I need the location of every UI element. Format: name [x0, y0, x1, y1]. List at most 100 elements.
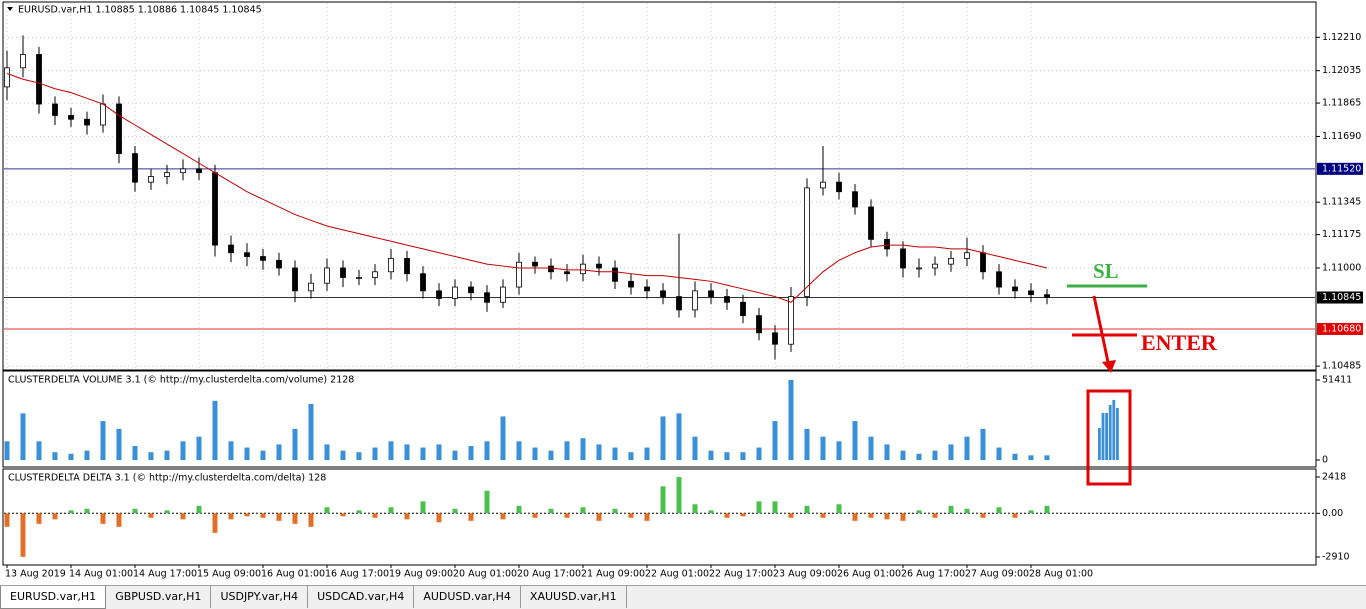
candle-body: [980, 252, 986, 273]
bar: [676, 477, 682, 514]
bar: [788, 513, 794, 518]
bar: [772, 501, 778, 514]
chart-title: EURUSD.var,H1 1.10885 1.10886 1.10845 1.…: [18, 5, 262, 16]
candle-body: [212, 172, 218, 246]
sketch-bar: [1098, 428, 1101, 460]
bar: [228, 441, 234, 460]
sketch-bar: [1105, 413, 1108, 460]
bar: [852, 513, 858, 521]
candle-body: [996, 271, 1002, 288]
bar: [660, 486, 666, 514]
candle-body: [180, 168, 186, 174]
bar: [372, 447, 378, 460]
bar: [820, 513, 826, 518]
bar: [148, 513, 154, 518]
level-label-box: [1317, 291, 1363, 304]
bar: [916, 453, 922, 460]
y-tick-label: 51411: [1322, 374, 1352, 385]
annotations: SL ENTER: [1067, 259, 1218, 486]
bar: [292, 428, 298, 460]
bar: [596, 513, 602, 521]
candle-body: [548, 265, 554, 273]
menu-arrow[interactable]: [7, 7, 13, 11]
tab[interactable]: AUDUSD.var,H4: [414, 586, 521, 608]
sketch-bar: [1101, 413, 1105, 460]
bar: [340, 513, 346, 517]
candle-body: [516, 261, 522, 288]
bar: [420, 447, 426, 460]
candle-body: [116, 103, 122, 154]
bar: [308, 513, 314, 527]
bar: [612, 447, 618, 460]
candle-body: [820, 181, 826, 189]
bar: [868, 513, 874, 518]
delta-title: CLUSTERDELTA DELTA 3.1 (© http://my.clus…: [8, 473, 326, 484]
x-tick-label: 26 Aug 17:00: [901, 569, 965, 580]
bar: [324, 507, 330, 514]
candle-body: [100, 103, 106, 126]
x-tick-label: 20 Aug 17:00: [517, 569, 581, 580]
bar: [516, 505, 522, 514]
bar: [836, 441, 842, 460]
bar: [1044, 505, 1050, 514]
tab[interactable]: XAUUSD.var,H1: [521, 586, 627, 608]
bar: [52, 452, 58, 460]
bar: [628, 452, 634, 460]
candle-body: [868, 206, 874, 240]
bar: [932, 450, 938, 460]
tab[interactable]: GBPUSD.var,H1: [106, 586, 212, 608]
bar: [420, 501, 426, 514]
bar: [212, 400, 218, 460]
bar: [116, 513, 122, 527]
bar: [164, 450, 170, 460]
bar: [692, 436, 698, 460]
x-tick-label: 13 Aug 2019: [5, 569, 66, 580]
y-tick-label: 1.12210: [1322, 32, 1361, 43]
candle-body: [52, 103, 58, 116]
candle-body: [164, 172, 170, 177]
bar: [772, 421, 778, 460]
bar: [964, 436, 970, 460]
bar: [1012, 453, 1018, 460]
candle-body: [484, 292, 490, 303]
candle-body: [436, 290, 442, 299]
bar: [84, 508, 90, 514]
bar: [468, 445, 474, 460]
bar: [132, 508, 138, 514]
candle-body: [740, 301, 746, 317]
bar: [532, 447, 538, 460]
candle-body: [836, 181, 842, 193]
candle-body: [644, 286, 650, 292]
bar: [52, 513, 58, 520]
tab[interactable]: USDJPY.var,H4: [211, 586, 309, 608]
bar: [548, 508, 554, 514]
bar: [244, 513, 250, 517]
bar: [260, 513, 266, 518]
candle-body: [148, 176, 154, 183]
bar: [740, 513, 746, 517]
moving-average: [6, 73, 1048, 303]
bar: [100, 421, 106, 460]
x-tick-label: 16 Aug 17:00: [325, 569, 389, 580]
candle-body: [964, 252, 970, 259]
tab[interactable]: USDCAD.var,H4: [308, 586, 415, 608]
bar: [20, 513, 26, 557]
x-tick-label: 19 Aug 09:00: [389, 569, 453, 580]
y-tick-label: 1.10485: [1322, 361, 1361, 372]
enter-label: ENTER: [1141, 330, 1218, 355]
bar: [4, 441, 10, 460]
candle-body: [772, 332, 778, 345]
x-tick-label: 26 Aug 01:00: [837, 569, 901, 580]
candle-body: [660, 290, 666, 297]
volume-title: CLUSTERDELTA VOLUME 3.1 (© http://my.clu…: [8, 375, 354, 386]
bar: [36, 513, 42, 524]
bar: [276, 513, 282, 521]
y-tick-label: -2910: [1322, 551, 1350, 562]
bar: [948, 505, 954, 514]
bar: [388, 507, 394, 514]
bar: [180, 513, 186, 520]
candle-body: [68, 115, 74, 120]
tab[interactable]: EURUSD.var,H1: [0, 586, 107, 609]
volume-pane: [2, 370, 1317, 468]
bar: [324, 444, 330, 460]
